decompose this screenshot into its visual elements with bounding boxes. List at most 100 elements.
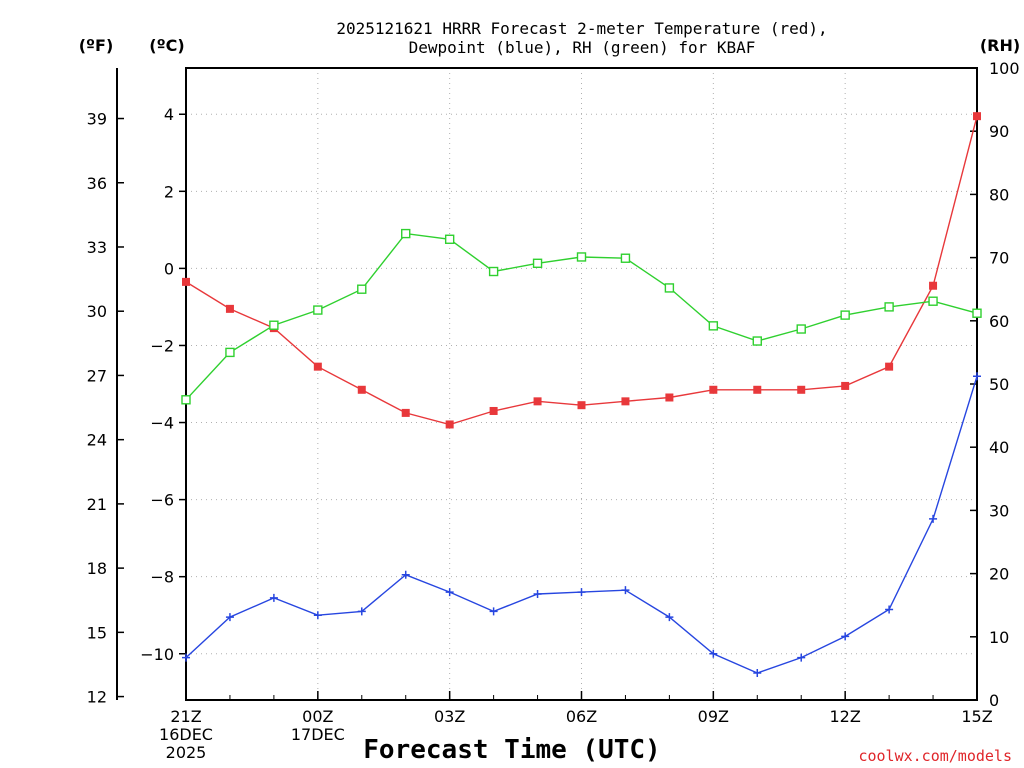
rh-tick-label: 20	[989, 565, 1009, 584]
temperature-point	[489, 406, 498, 415]
rh-point	[752, 336, 762, 346]
rh-tick-label: 90	[989, 122, 1009, 141]
rh-point	[532, 258, 543, 268]
dewpoint-point	[885, 605, 894, 614]
dewpoint-point	[709, 649, 718, 658]
dewpoint-point	[929, 514, 938, 523]
dewpoint-point	[445, 588, 454, 597]
fahrenheit-tick-label: 30	[87, 302, 107, 321]
rh-point	[181, 395, 191, 405]
temperature-point	[841, 381, 850, 390]
temperature-point	[929, 281, 938, 290]
temperature-point	[665, 393, 674, 402]
x-tick-label: 15Z	[961, 707, 992, 726]
dewpoint-point	[533, 590, 542, 599]
grid	[185, 68, 978, 700]
rh-point	[401, 228, 411, 239]
chart-title-line2: Dewpoint (blue), RH (green) for KBAF	[409, 38, 756, 57]
rh-point	[972, 308, 982, 318]
fahrenheit-tick-label: 12	[87, 688, 107, 707]
fahrenheit-tick-label: 24	[87, 431, 107, 450]
chart-title-line1: 2025121621 HRRR Forecast 2-meter Tempera…	[336, 19, 827, 38]
rh-tick-label: 30	[989, 501, 1009, 520]
rh-tick-label: 80	[989, 185, 1009, 204]
fahrenheit-tick-label: 18	[87, 559, 107, 578]
x-tick-label: 03Z	[434, 707, 465, 726]
rh-point	[225, 347, 235, 358]
dewpoint-point	[357, 607, 366, 616]
x-tick-label: 12Z	[830, 707, 861, 726]
dewpoint-point	[269, 593, 278, 602]
rh-point	[928, 296, 938, 306]
celsius-tick-label: −4	[150, 414, 174, 433]
rh-tick-label: 40	[989, 438, 1009, 457]
fahrenheit-tick-label: 27	[87, 366, 107, 385]
celsius-tick-label: −10	[140, 645, 174, 664]
rh-point	[444, 234, 455, 244]
rh-tick-label: 50	[989, 375, 1009, 394]
temperature-point	[753, 385, 762, 394]
rh-point	[576, 252, 587, 262]
dewpoint-point	[182, 653, 190, 662]
rh-point	[664, 283, 675, 293]
fahrenheit-unit-label: (ºF)	[79, 36, 114, 55]
temperature-point	[621, 397, 630, 406]
series	[181, 112, 982, 678]
temperature-point	[357, 385, 366, 394]
dewpoint-point	[621, 586, 630, 595]
fahrenheit-tick-label: 36	[87, 174, 107, 193]
x-tick-label: 09Z	[698, 707, 729, 726]
rh-point	[357, 284, 367, 294]
dewpoint-point	[401, 570, 410, 579]
temperature-point	[973, 112, 981, 121]
temperature-point	[401, 408, 410, 417]
rh-tick-label: 10	[989, 628, 1009, 647]
dewpoint-point	[797, 653, 806, 662]
fahrenheit-tick-label: 21	[87, 495, 107, 514]
temperature-point	[225, 304, 234, 313]
rh-point	[313, 305, 323, 315]
rh-point	[708, 321, 719, 331]
rh-tick-label: 70	[989, 249, 1009, 268]
x-tick-label: 00Z	[302, 707, 333, 726]
dewpoint-point	[753, 669, 762, 678]
rh-point	[840, 310, 850, 320]
rh-tick-label: 100	[989, 59, 1020, 78]
celsius-tick-label: 4	[164, 105, 174, 124]
temperature-point	[182, 277, 190, 286]
fahrenheit-tick-label: 39	[87, 110, 107, 129]
dewpoint-point	[973, 372, 981, 381]
celsius-unit-label: (ºC)	[149, 36, 184, 55]
rh-point	[796, 324, 806, 334]
temperature-point	[445, 420, 454, 429]
dewpoint-point	[225, 613, 234, 622]
x-tick-label: 2025	[166, 743, 207, 762]
rh-point	[620, 253, 631, 263]
rh-tick-label: 60	[989, 312, 1009, 331]
dewpoint-point	[665, 613, 674, 622]
temperature-point	[797, 385, 806, 394]
temperature-point	[709, 385, 718, 394]
celsius-tick-label: −8	[150, 568, 174, 587]
x-tick-label: 21Z	[170, 707, 201, 726]
temperature-point	[577, 401, 586, 410]
dewpoint-point	[841, 632, 850, 641]
rh-point	[269, 320, 279, 330]
rh-tick-label: 0	[989, 691, 999, 710]
dewpoint-point	[313, 611, 322, 620]
temperature-point	[885, 362, 894, 371]
x-axis-label: Forecast Time (UTC)	[363, 735, 660, 765]
x-tick-label: 16DEC	[159, 725, 213, 744]
dewpoint-point	[577, 588, 586, 597]
fahrenheit-tick-label: 33	[87, 238, 107, 257]
rh-point	[884, 302, 894, 312]
temperature-point	[533, 397, 542, 406]
celsius-tick-label: −6	[150, 491, 174, 510]
credit-text: coolwx.com/models	[858, 747, 1012, 765]
temperature-point	[313, 362, 322, 371]
x-tick-label: 06Z	[566, 707, 597, 726]
rh-point	[488, 266, 499, 277]
dewpoint-point	[489, 607, 498, 616]
